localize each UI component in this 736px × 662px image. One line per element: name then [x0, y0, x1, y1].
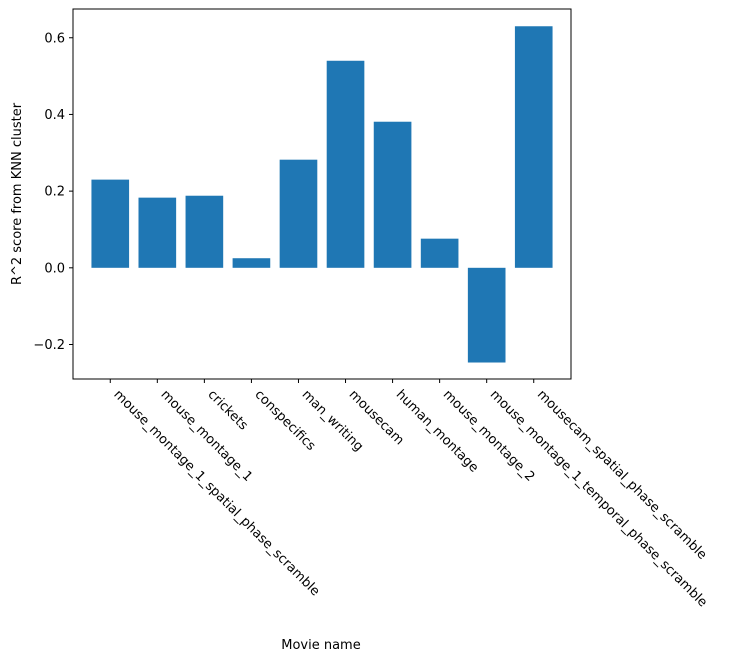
bar-mouse-montage-2	[420, 238, 459, 268]
bar-mouse-montage-1-temporal-phase-scramble	[467, 267, 506, 363]
bar-mousecam	[326, 60, 365, 268]
bar-man-writing	[279, 159, 318, 268]
x-axis-label: Movie name	[281, 638, 360, 653]
x-tick-label: mouse_montage_1	[157, 387, 255, 485]
bar-mouse-montage-1	[138, 197, 177, 268]
x-tick-label: crickets	[205, 387, 251, 433]
x-axis-ticks: mouse_montage_1_spatial_phase_scramblemo…	[109, 379, 710, 610]
x-tick-label: human_montage	[393, 387, 481, 475]
bar-human-montage	[373, 121, 412, 268]
x-tick-label: mouse_montage_2	[440, 387, 538, 485]
bar-crickets	[185, 195, 224, 268]
plot-frame	[72, 8, 572, 380]
bar-mouse-montage-1-spatial-phase-scramble	[91, 179, 130, 268]
y-tick-label: 0.6	[44, 31, 65, 46]
y-tick-label: 0.2	[44, 185, 65, 200]
bar-mousecam-spatial-phase-scramble	[514, 26, 553, 268]
bar-conspecifics	[232, 258, 271, 268]
x-tick-label: mouse_montage_1_temporal_phase_scramble	[487, 387, 710, 610]
bars-group	[91, 26, 553, 363]
y-tick-label: 0.4	[44, 108, 65, 123]
x-tick-label: mousecam_spatial_phase_scramble	[534, 387, 709, 562]
y-axis-ticks: −0.2 0.0 0.2 0.4 0.6	[33, 31, 73, 353]
y-axis-label: R^2 score from KNN cluster	[10, 102, 25, 285]
y-tick-label: −0.2	[33, 338, 65, 353]
y-tick-label: 0.0	[44, 261, 65, 276]
